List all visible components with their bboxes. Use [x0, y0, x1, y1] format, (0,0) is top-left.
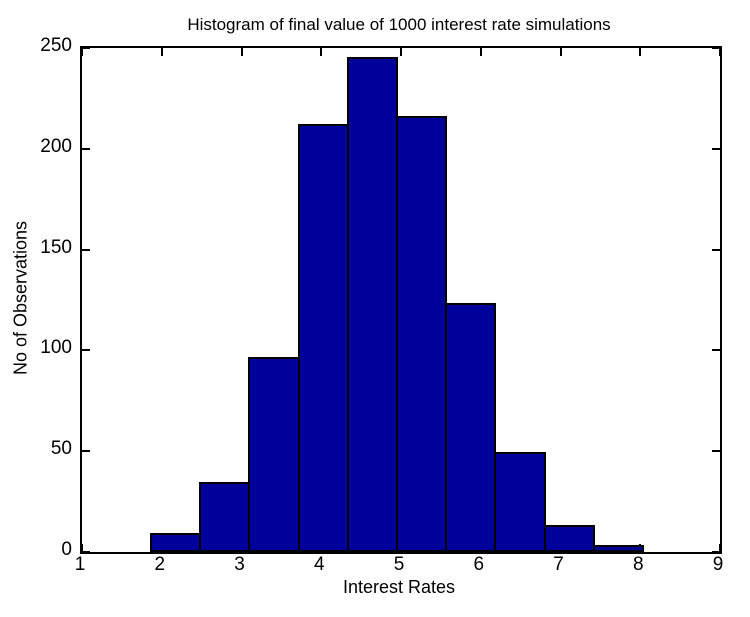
plot-area [80, 46, 722, 554]
x-tick-mark-top [719, 48, 721, 56]
x-tick-label: 8 [632, 554, 644, 575]
histogram-bar [543, 524, 595, 552]
y-tick-mark-right [712, 249, 720, 251]
histogram-bar [445, 303, 497, 552]
y-tick-mark-right [712, 47, 720, 49]
y-tick-mark-right [712, 551, 720, 553]
histogram-bar [396, 115, 448, 552]
x-tick-mark-top [81, 48, 83, 56]
x-tick-mark [81, 544, 83, 552]
chart-title: Histogram of final value of 1000 interes… [187, 15, 611, 34]
x-tick-label: 7 [553, 554, 564, 575]
x-tick-mark-top [480, 48, 482, 56]
y-tick-mark [82, 349, 90, 351]
x-axis-label: Interest Rates [342, 577, 456, 597]
x-tick-label: 1 [74, 554, 86, 575]
y-tick-mark-right [712, 450, 720, 452]
x-tick-mark-top [241, 48, 243, 56]
y-tick-label: 200 [40, 135, 72, 157]
y-tick-mark [82, 249, 90, 251]
x-tick-label: 5 [393, 554, 405, 575]
x-tick-label: 9 [712, 554, 724, 575]
y-tick-label: 50 [50, 438, 72, 460]
histogram-bar [592, 544, 645, 552]
x-tick-mark-top [400, 48, 402, 56]
x-tick-label: 4 [313, 554, 325, 575]
y-tick-mark [82, 450, 90, 452]
y-tick-mark [82, 551, 90, 553]
y-tick-mark-right [712, 148, 720, 150]
x-tick-label: 6 [473, 554, 485, 575]
x-tick-mark-top [161, 48, 163, 56]
y-tick-label: 0 [61, 539, 72, 560]
y-tick-label: 100 [40, 337, 72, 359]
x-tick-mark-top [320, 48, 322, 56]
x-tick-label: 3 [234, 554, 245, 575]
x-tick-label: 2 [154, 554, 166, 575]
histogram-bar [248, 357, 300, 552]
y-tick-label: 250 [40, 35, 72, 56]
y-tick-mark [82, 47, 90, 49]
histogram-bar [297, 123, 349, 552]
y-tick-label: 150 [40, 236, 72, 258]
x-tick-mark-top [560, 48, 562, 56]
histogram-bar [346, 57, 398, 552]
histogram-bar [199, 482, 251, 552]
y-tick-mark [82, 148, 90, 150]
histogram-bar [149, 532, 202, 552]
x-tick-mark [719, 544, 721, 552]
x-tick-mark-top [639, 48, 641, 56]
histogram-bar [494, 452, 546, 552]
y-tick-mark-right [712, 349, 720, 351]
